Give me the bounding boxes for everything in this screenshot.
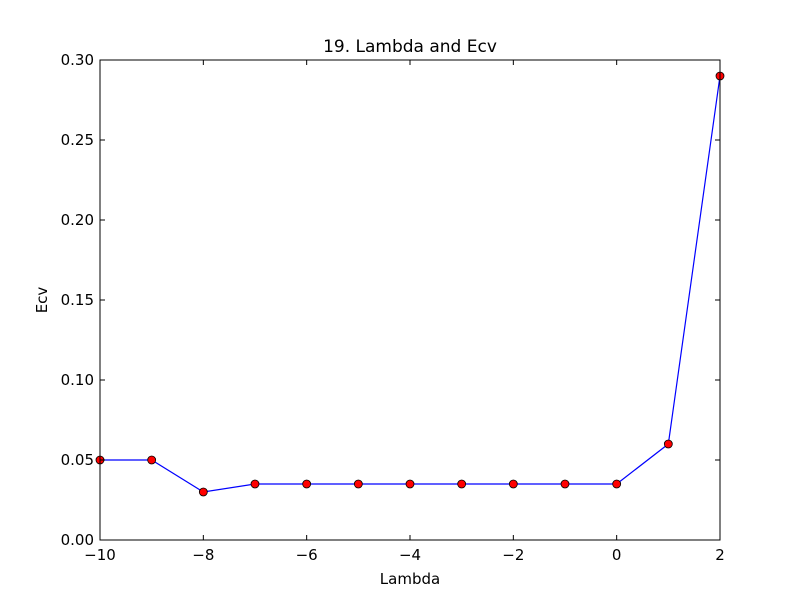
series-line: [100, 75, 721, 493]
data-point: [302, 479, 312, 489]
y-axis-label: Ecv: [33, 287, 51, 314]
data-point: [405, 479, 415, 489]
y-tick-label: 0.15: [61, 291, 94, 309]
x-tick-label: −2: [502, 546, 524, 564]
data-point: [508, 479, 518, 489]
y-tick-label: 0.30: [61, 51, 94, 69]
x-tick-label: −4: [399, 546, 421, 564]
data-point: [560, 479, 570, 489]
data-point: [198, 487, 208, 497]
y-tick-label: 0.20: [61, 211, 94, 229]
data-point: [457, 479, 467, 489]
y-tick-label: 0.00: [61, 531, 94, 549]
ticks-group: −10 −8 −6 −4 −2 0 2 0.00 0.05 0.10 0.15 0.20 0.25 0.3…: [61, 51, 725, 564]
chart-title: 19. Lambda and Ecv: [323, 37, 497, 57]
x-tick-label: −8: [192, 546, 214, 564]
y-tick-label: 0.25: [61, 131, 94, 149]
data-point: [250, 479, 260, 489]
y-tick-label: 0.10: [61, 371, 94, 389]
data-point: [612, 479, 622, 489]
data-point: [663, 439, 673, 449]
x-tick-label: 2: [715, 546, 725, 564]
x-tick-label: −10: [84, 546, 116, 564]
data-point: [147, 455, 157, 465]
plot-frame: [99, 59, 721, 541]
x-axis-label: Lambda: [380, 570, 440, 588]
x-tick-label: 0: [612, 546, 622, 564]
data-point: [353, 479, 363, 489]
y-tick-label: 0.05: [61, 451, 94, 469]
series-group: [95, 71, 725, 497]
x-tick-label: −6: [296, 546, 318, 564]
